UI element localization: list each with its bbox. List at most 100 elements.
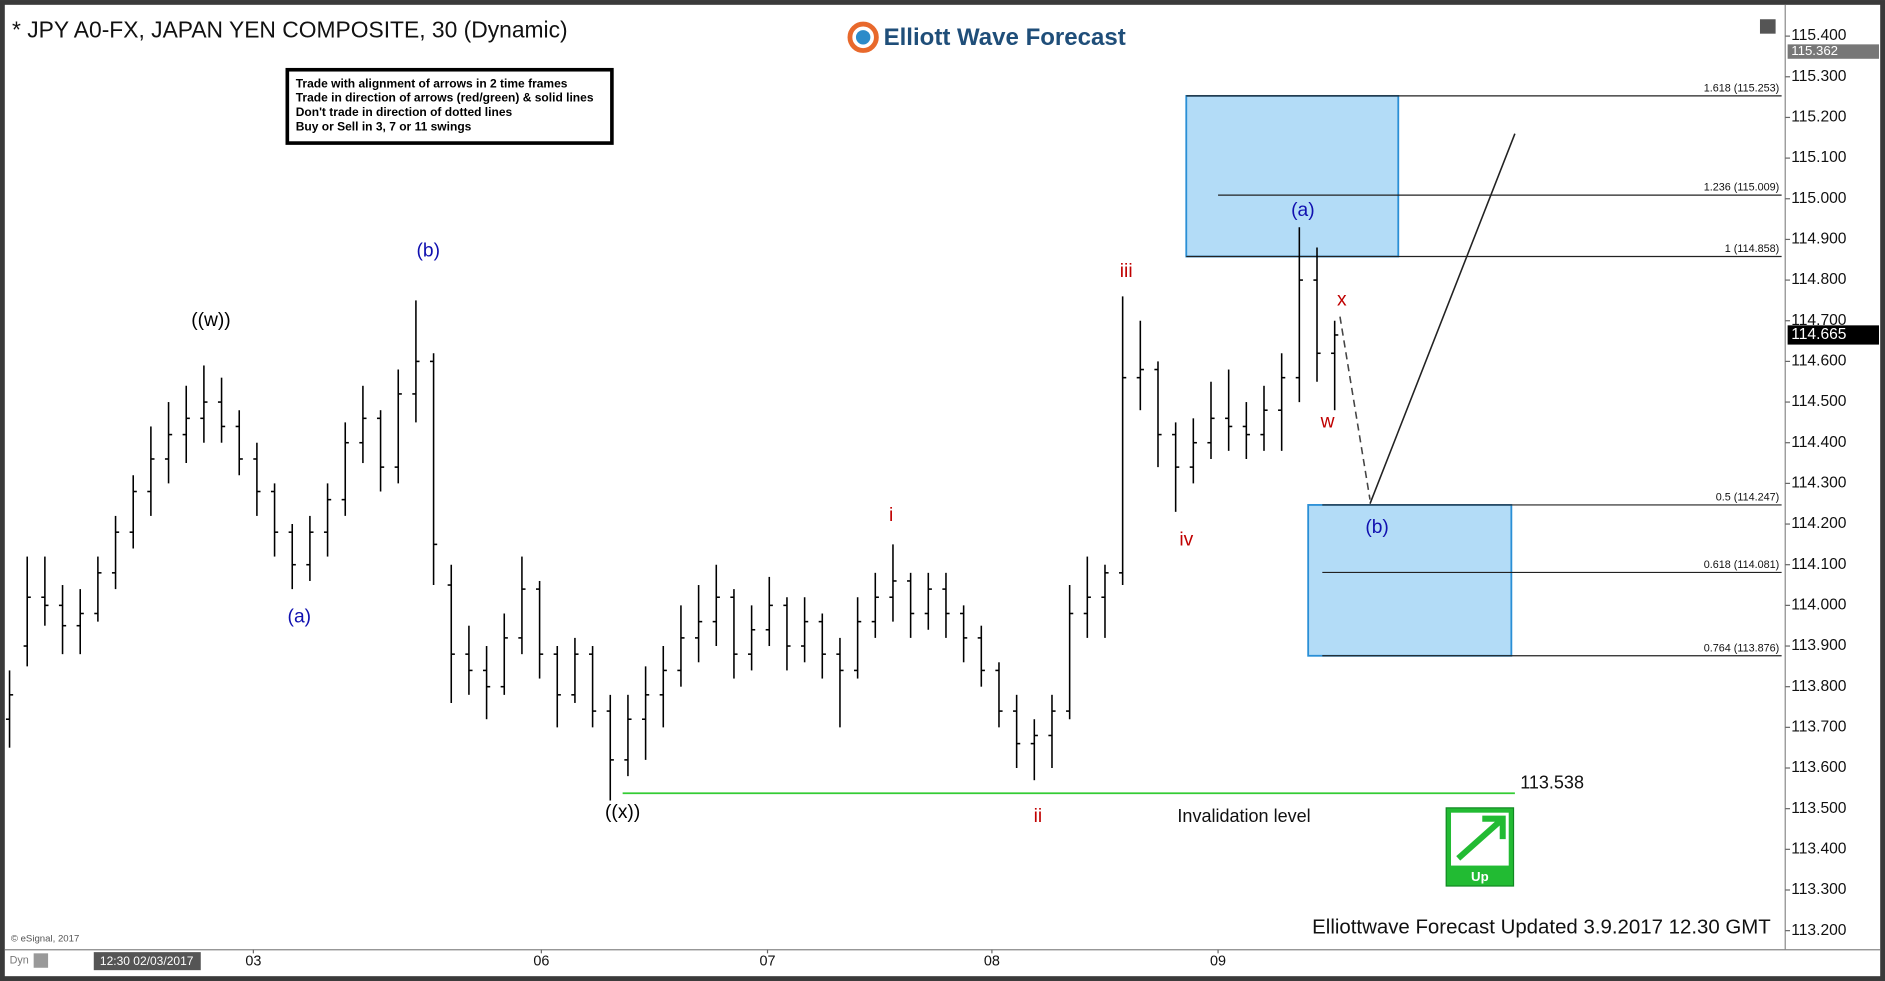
wave-label: x xyxy=(1337,289,1347,310)
ohlc-bar xyxy=(588,646,597,728)
fib-label: 0.764 (113.876) xyxy=(1704,642,1779,654)
ohlc-bar xyxy=(217,377,226,443)
ohlc-bar xyxy=(1207,381,1215,459)
ohlc-bar xyxy=(1048,694,1056,769)
ohlc-bar xyxy=(1066,585,1074,720)
ohlc-bar xyxy=(76,589,84,655)
y-tick-label: 114.600 xyxy=(1791,353,1847,370)
ohlc-bar xyxy=(323,483,332,557)
fib-label: 1.236 (115.009) xyxy=(1704,182,1779,194)
y-tick-label: 113.800 xyxy=(1791,678,1847,695)
ohlc-bar xyxy=(942,572,950,638)
projection-dashed xyxy=(1339,316,1371,500)
ohlc-bar xyxy=(1083,556,1091,638)
projection-solid xyxy=(1369,133,1516,504)
ohlc-bar xyxy=(200,365,208,443)
ohlc-bar xyxy=(1136,320,1144,411)
ohlc-bar xyxy=(253,442,261,516)
y-tick-label: 114.400 xyxy=(1791,434,1847,451)
ohlc-bar xyxy=(1030,719,1038,781)
note: Buy or Sell in 3, 7 or 11 swings xyxy=(296,120,472,134)
ohlc-bar xyxy=(535,580,544,679)
fib-label: 0.618 (114.081) xyxy=(1704,559,1779,571)
ohlc-bar xyxy=(1260,385,1268,451)
y-tick-label: 115.000 xyxy=(1791,190,1847,207)
ohlc-bar xyxy=(147,426,155,516)
brand: Elliott Wave Forecast xyxy=(884,24,1126,51)
ohlc-bar xyxy=(429,353,438,586)
ohlc-bar xyxy=(1119,296,1127,586)
source: © eSignal, 2017 xyxy=(11,933,80,944)
footer: Elliottwave Forecast Updated 3.9.2017 12… xyxy=(1312,916,1771,938)
ohlc-bar xyxy=(854,597,862,679)
ohlc-bar xyxy=(5,670,14,748)
ohlc-bar xyxy=(995,662,1003,728)
cursor-time: 12:30 02/03/2017 xyxy=(100,954,194,968)
y-tick-label: 114.200 xyxy=(1791,515,1847,532)
ohlc-bar xyxy=(41,556,49,626)
ohlc-bar xyxy=(447,564,455,703)
ohlc-bar xyxy=(924,572,932,630)
ohlc-bar xyxy=(1225,369,1233,451)
plot: Trade with alignment of arrows in 2 time… xyxy=(5,27,1879,970)
last-price-label: 114.665 xyxy=(1791,326,1847,343)
ohlc-bar xyxy=(801,597,809,663)
fib-label: 1.618 (115.253) xyxy=(1704,83,1779,95)
y-tick-label: 115.300 xyxy=(1791,68,1847,85)
ohlc-bar xyxy=(94,556,102,622)
wave-label: w xyxy=(1320,411,1335,432)
ohlc-bar xyxy=(341,422,349,516)
x-tick-label: 06 xyxy=(533,954,549,970)
y-tick-label: 113.200 xyxy=(1791,922,1847,939)
ohlc-bar xyxy=(765,576,773,647)
mode: Dyn xyxy=(10,954,29,966)
ohlc-bar xyxy=(624,694,632,777)
x-tick-label: 07 xyxy=(760,954,776,970)
ohlc-bar xyxy=(818,613,826,679)
last-price-marker xyxy=(1787,325,1879,345)
y-tick-label: 113.400 xyxy=(1791,840,1847,857)
ohlc-bar xyxy=(482,646,491,720)
note: Trade in direction of arrows (red/green)… xyxy=(296,91,594,105)
target-zone xyxy=(1185,94,1400,258)
ohlc-bar xyxy=(270,483,279,557)
ohlc-bar xyxy=(659,646,667,728)
ohlc-bar xyxy=(394,369,402,484)
ohlc-bar xyxy=(695,585,703,663)
ohlc-bar xyxy=(1189,418,1197,484)
signal-label: Up xyxy=(1471,869,1489,884)
wave-label: i xyxy=(889,505,893,526)
ohlc-bar xyxy=(712,564,720,647)
ohlc-bar xyxy=(23,556,31,667)
wave-label: (b) xyxy=(1365,517,1389,538)
logo-ring xyxy=(847,21,879,53)
ohlc-bar xyxy=(235,410,243,476)
x-tick-label: 03 xyxy=(245,954,261,970)
ohlc-bar xyxy=(606,694,614,801)
ohlc-bar xyxy=(748,605,756,671)
canvas xyxy=(4,4,1881,977)
ohlc-bar xyxy=(553,646,561,728)
ohlc-bar xyxy=(907,572,915,638)
invalidation-value: 113.538 xyxy=(1520,772,1584,792)
ohlc-bar xyxy=(871,572,879,638)
note: Trade with alignment of arrows in 2 time… xyxy=(296,76,568,90)
y-tick-label: 113.500 xyxy=(1791,800,1847,817)
wave-label: iii xyxy=(1120,261,1133,282)
wave-label: ii xyxy=(1034,806,1043,827)
ohlc-bar xyxy=(783,597,791,671)
ohlc-bar xyxy=(376,410,385,492)
window-button xyxy=(1759,19,1776,34)
logo-core xyxy=(855,30,871,45)
ohlc-bar xyxy=(1154,361,1162,468)
wave-label: (a) xyxy=(1291,200,1314,221)
ohlc-bar xyxy=(129,475,137,549)
ohlc-bar xyxy=(730,589,738,679)
y-tick-label: 113.700 xyxy=(1791,718,1847,735)
wave-label: iv xyxy=(1179,529,1193,550)
ohlc-bar xyxy=(1172,422,1180,512)
y-tick-label: 114.800 xyxy=(1791,271,1847,288)
ohlc-bar xyxy=(1013,694,1021,769)
wave-label: ((x)) xyxy=(605,802,640,823)
